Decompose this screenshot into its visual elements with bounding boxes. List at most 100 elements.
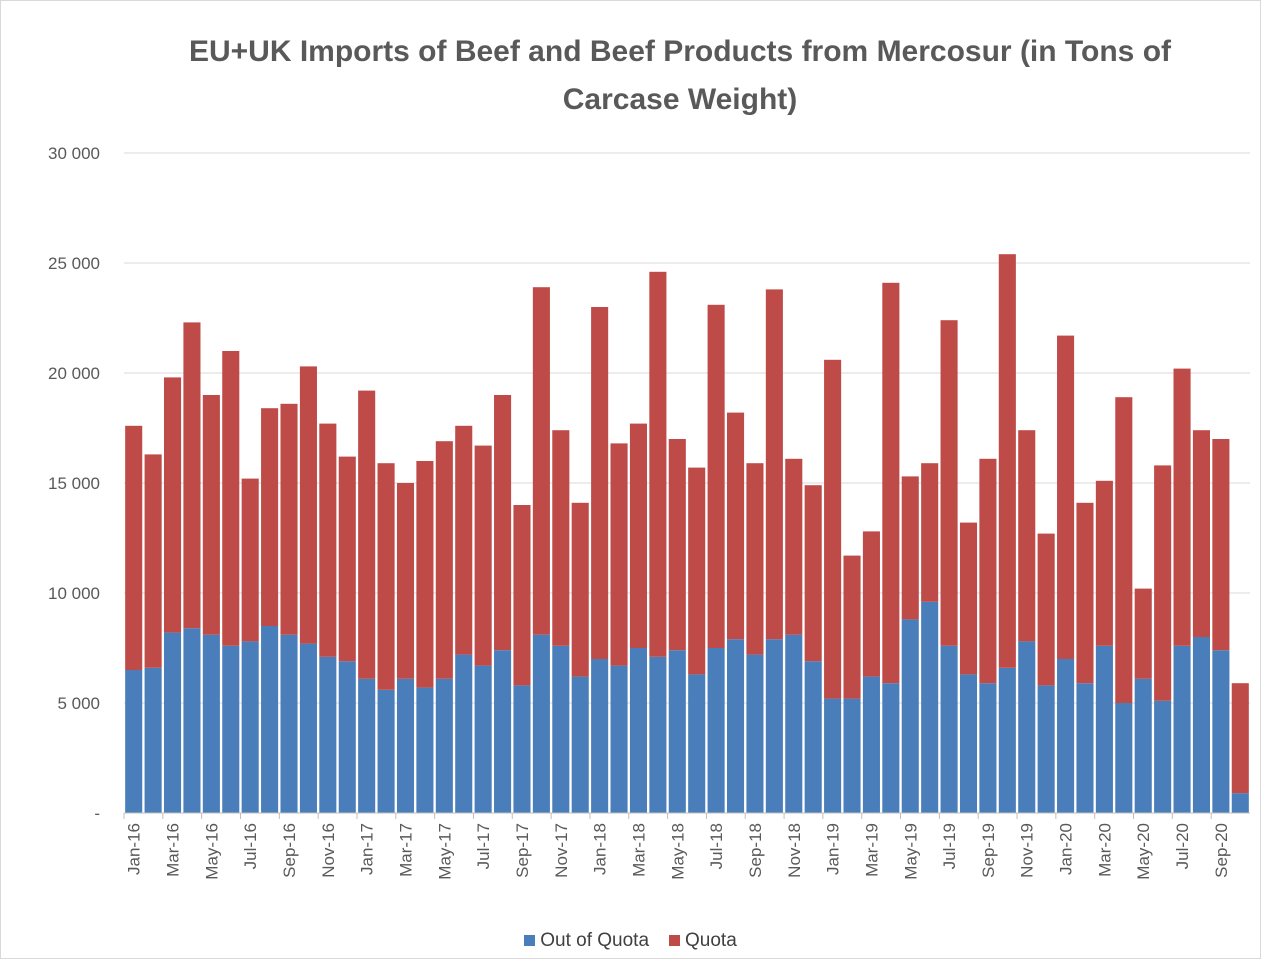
- bar-out-of-quota: [688, 674, 706, 813]
- bar-out-of-quota: [610, 665, 628, 813]
- bar-out-of-quota: [746, 654, 764, 813]
- bar-quota: [1154, 465, 1172, 701]
- bar-quota: [862, 531, 880, 677]
- bar-out-of-quota: [726, 639, 745, 813]
- y-tick-label: -: [94, 804, 100, 823]
- bar-out-of-quota: [1018, 641, 1036, 813]
- bar-out-of-quota: [163, 632, 182, 813]
- bar-quota: [377, 463, 395, 690]
- bar-out-of-quota: [668, 650, 686, 813]
- y-tick-label: 30 000: [48, 144, 100, 163]
- x-tick-label: Mar-16: [164, 823, 183, 877]
- bar-quota: [1231, 683, 1249, 794]
- x-tick-label: Nov-17: [552, 823, 571, 878]
- bars: [125, 254, 1249, 813]
- bar-quota: [843, 555, 861, 699]
- bar-out-of-quota: [649, 656, 667, 813]
- bar-out-of-quota: [1212, 650, 1230, 813]
- bar-out-of-quota: [1115, 703, 1133, 813]
- x-tick-label: Nov-19: [1018, 823, 1037, 878]
- bar-quota: [1212, 439, 1230, 651]
- y-tick-label: 15 000: [48, 474, 100, 493]
- bar-quota: [299, 366, 317, 644]
- bar-quota: [144, 454, 162, 668]
- bar-quota: [785, 458, 803, 635]
- bar-out-of-quota: [804, 661, 822, 813]
- bar-out-of-quota: [474, 665, 492, 813]
- bar-out-of-quota: [532, 634, 550, 813]
- x-tick-label: Mar-18: [629, 823, 648, 877]
- bar-out-of-quota: [824, 698, 842, 813]
- bar-out-of-quota: [513, 685, 531, 813]
- bar-out-of-quota: [416, 687, 434, 813]
- bar-quota: [241, 478, 259, 642]
- legend-label: Out of Quota: [540, 930, 650, 951]
- bar-quota: [532, 287, 550, 635]
- bar-quota: [726, 412, 745, 640]
- bar-out-of-quota: [358, 678, 376, 813]
- x-tick-label: Mar-17: [397, 823, 416, 877]
- legend-item-quota: Quota: [669, 930, 737, 952]
- bar-quota: [746, 463, 764, 655]
- bar-quota: [921, 463, 939, 602]
- bar-quota: [1037, 533, 1055, 686]
- bar-quota: [319, 423, 337, 657]
- x-tick-labels: Jan-16 Mar-16 May-16 Jul-16 Sep-16 Nov-16 Jan-…: [125, 823, 1231, 880]
- y-tick-label: 10 000: [48, 584, 100, 603]
- bar-out-of-quota: [1154, 700, 1172, 813]
- x-tick-label: Jan-16: [125, 823, 144, 875]
- bar-quota: [649, 271, 667, 657]
- bar-out-of-quota: [591, 659, 609, 813]
- bar-out-of-quota: [377, 689, 395, 813]
- bar-quota: [1173, 368, 1191, 646]
- bar-out-of-quota: [959, 674, 978, 813]
- bar-quota: [901, 476, 919, 620]
- legend-item-out-of-quota: Out of Quota: [524, 930, 649, 952]
- legend: Out of Quota Quota: [0, 930, 1261, 952]
- x-tick-label: Jul-16: [241, 823, 260, 869]
- bar-out-of-quota: [494, 650, 512, 813]
- bar-quota: [474, 445, 492, 666]
- y-tick-label: 5 000: [57, 694, 100, 713]
- bar-out-of-quota: [202, 634, 220, 813]
- bar-out-of-quota: [571, 676, 589, 813]
- bar-quota: [668, 439, 686, 651]
- x-tick-label: Sep-18: [746, 823, 765, 878]
- bar-quota: [435, 441, 453, 679]
- bar-out-of-quota: [940, 645, 958, 813]
- x-tick-label: Sep-20: [1212, 823, 1231, 878]
- bar-quota: [1057, 335, 1075, 659]
- legend-swatch: [524, 935, 536, 946]
- bar-quota: [804, 485, 822, 662]
- bar-quota: [571, 502, 589, 677]
- bar-quota: [280, 403, 298, 635]
- bar-out-of-quota: [1076, 683, 1094, 813]
- x-tick-label: Mar-20: [1095, 823, 1114, 877]
- bar-quota: [765, 289, 783, 640]
- bar-quota: [1115, 397, 1133, 703]
- bar-quota: [513, 505, 531, 686]
- x-tick-label: May-18: [668, 823, 687, 880]
- x-tick-label: Mar-19: [862, 823, 881, 877]
- bar-out-of-quota: [280, 634, 298, 813]
- bar-out-of-quota: [901, 619, 919, 813]
- bar-quota: [824, 359, 842, 699]
- legend-swatch: [669, 935, 681, 946]
- bar-out-of-quota: [1095, 645, 1113, 813]
- x-tick-label: Jul-19: [940, 823, 959, 869]
- bar-out-of-quota: [1037, 685, 1055, 813]
- bar-quota: [396, 483, 415, 679]
- bar-out-of-quota: [125, 670, 143, 813]
- bar-quota: [202, 395, 220, 635]
- x-tick-label: Jan-19: [824, 823, 843, 875]
- bar-out-of-quota: [261, 626, 279, 813]
- bar-out-of-quota: [998, 667, 1016, 813]
- x-tick-label: Jul-17: [474, 823, 493, 869]
- bar-out-of-quota: [1057, 659, 1075, 813]
- bar-quota: [1018, 430, 1036, 642]
- bar-out-of-quota: [299, 643, 317, 813]
- bar-out-of-quota: [144, 667, 162, 813]
- x-tick-label: Sep-17: [513, 823, 532, 878]
- bar-out-of-quota: [455, 654, 473, 813]
